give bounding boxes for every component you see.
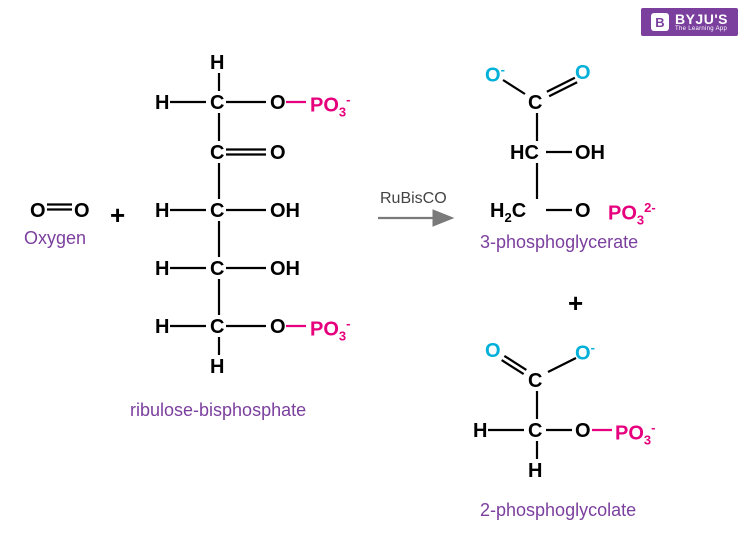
p2-c1: C [528,370,542,393]
p2-o-left: O [485,340,501,363]
p2-po2: PO3- [615,420,655,448]
o2-right: O [74,200,90,223]
rubp-h5: H [155,316,169,339]
p2-c2: C [528,420,542,443]
p1-label: 3-phosphoglycerate [480,232,638,253]
reaction-diagram: O O Oxygen + H H C O PO3- C O H C OH H C… [0,0,750,550]
plus-products: + [568,288,583,319]
bond-layer [0,0,750,550]
p1-h2c: H2C [490,200,526,225]
rubp-label: ribulose-bisphosphate [130,400,306,421]
rubp-h-bot: H [210,356,224,379]
p2-h-bot: H [528,460,542,483]
rubp-h3: H [155,200,169,223]
p2-h: H [473,420,487,443]
rubp-c3: C [210,200,224,223]
oxygen-label: Oxygen [24,228,86,249]
p1-hc: HC [510,142,539,165]
p1-c1: C [528,92,542,115]
p2-o2: O [575,420,591,443]
rubp-h4: H [155,258,169,281]
rubp-c5: C [210,316,224,339]
rubp-oh3: OH [270,200,300,223]
rubp-h-top: H [210,52,224,75]
rubp-c1: C [210,92,224,115]
rubp-o5: O [270,316,286,339]
p2-label: 2-phosphoglycolate [480,500,636,521]
p1-o3: O [575,200,591,223]
rubp-c2: C [210,142,224,165]
o2-left: O [30,200,46,223]
rubp-o2: O [270,142,286,165]
rubp-o1: O [270,92,286,115]
rubp-h1: H [155,92,169,115]
plus-reactants: + [110,200,125,231]
rubp-c4: C [210,258,224,281]
rubisco-label: RuBisCO [380,190,447,208]
p2-o-right: O- [575,340,595,366]
rubp-oh4: OH [270,258,300,281]
p1-po3: PO32- [608,200,656,228]
rubp-po1: PO3- [310,92,350,120]
rubp-po5: PO3- [310,316,350,344]
p1-oh: OH [575,142,605,165]
p1-o-left: O- [485,62,505,88]
p1-o-right: O [575,62,591,85]
